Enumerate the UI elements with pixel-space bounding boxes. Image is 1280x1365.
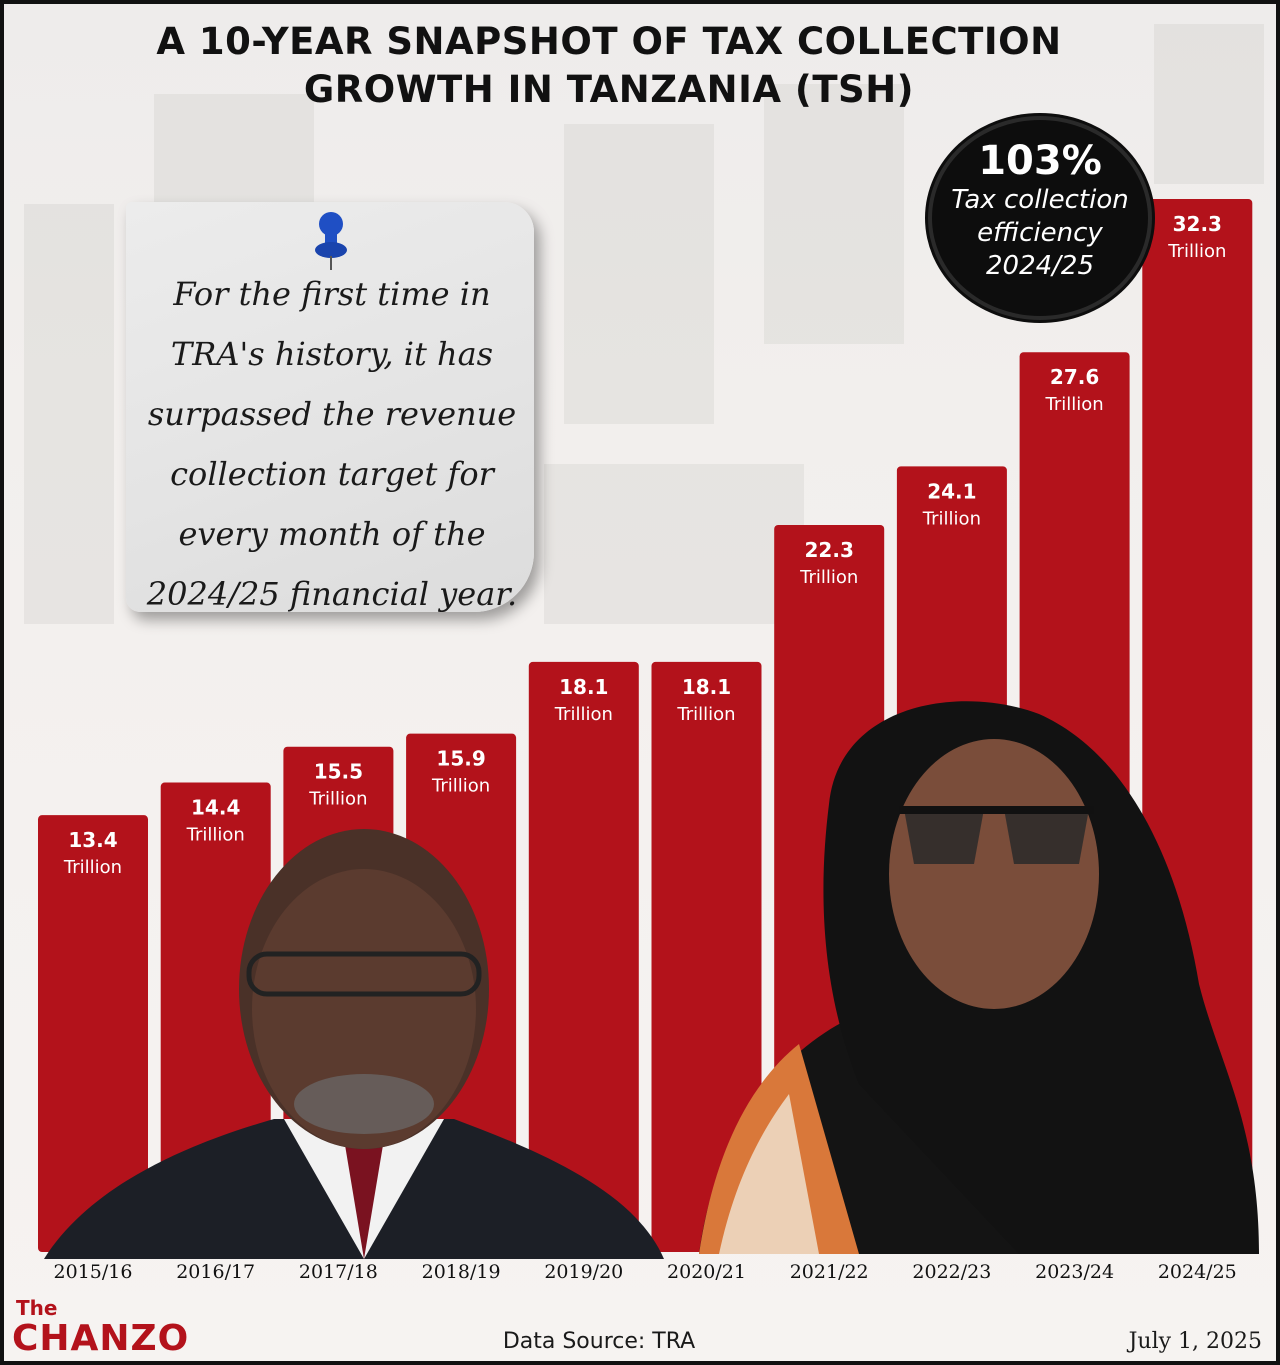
bar-value-label: 32.3 bbox=[1173, 212, 1222, 236]
bar-value-label: 13.4 bbox=[68, 828, 117, 852]
bar-value-label: 18.1 bbox=[559, 675, 608, 699]
background-building bbox=[544, 464, 804, 624]
bar-unit-label: Trillion bbox=[186, 825, 245, 846]
x-tick-label: 2023/24 bbox=[1035, 1261, 1114, 1283]
bar-value-label: 22.3 bbox=[805, 538, 854, 562]
logo-chanzo: CHANZO bbox=[12, 1318, 190, 1359]
bar-unit-label: Trillion bbox=[308, 789, 367, 810]
efficiency-badge: 103% Tax collection efficiency 2024/25 bbox=[932, 120, 1148, 316]
bar-unit-label: Trillion bbox=[554, 704, 613, 725]
background-building bbox=[154, 94, 314, 204]
chart-title: A 10-YEAR SNAPSHOT OF TAX COLLECTION GRO… bbox=[4, 18, 1214, 114]
background-building bbox=[24, 204, 114, 624]
bar-2015-16 bbox=[38, 815, 148, 1252]
x-tick-label: 2015/16 bbox=[54, 1261, 133, 1283]
bar-value-label: 15.9 bbox=[436, 747, 485, 771]
data-source: Data Source: TRA bbox=[502, 1329, 696, 1354]
bar-2020-21 bbox=[651, 661, 762, 1252]
logo-the: The bbox=[16, 1296, 58, 1320]
x-tick-label: 2016/17 bbox=[176, 1261, 255, 1283]
badge-percent: 103% bbox=[978, 138, 1102, 184]
pushpin-icon bbox=[315, 212, 347, 270]
x-tick-label: 2019/20 bbox=[544, 1261, 623, 1283]
bar-unit-label: Trillion bbox=[799, 567, 858, 588]
bar-value-label: 24.1 bbox=[927, 479, 976, 503]
portrait-right bbox=[699, 701, 1259, 1254]
chart-title-line-2: GROWTH IN TANZANIA (TSH) bbox=[303, 68, 915, 111]
sticky-note: For the first time in TRA's history, it … bbox=[126, 202, 534, 613]
background-building bbox=[764, 84, 904, 344]
bar-unit-label: Trillion bbox=[1167, 241, 1226, 262]
x-tick-label: 2020/21 bbox=[667, 1261, 746, 1283]
badge-line-2: efficiency bbox=[977, 218, 1103, 248]
portrait-left bbox=[44, 829, 664, 1259]
bar-value-label: 18.1 bbox=[682, 675, 731, 699]
x-tick-label: 2018/19 bbox=[422, 1261, 501, 1283]
badge-line-3: 2024/25 bbox=[985, 251, 1094, 281]
x-tick-label: 2022/23 bbox=[912, 1261, 991, 1283]
badge-caption: Tax collection efficiency 2024/25 bbox=[932, 184, 1148, 283]
x-tick-label: 2021/22 bbox=[790, 1261, 869, 1283]
bar-value-label: 14.4 bbox=[191, 796, 240, 820]
background-building bbox=[1154, 24, 1264, 184]
x-tick-label: 2024/25 bbox=[1158, 1261, 1237, 1283]
bar-unit-label: Trillion bbox=[676, 704, 735, 725]
bar-value-label: 27.6 bbox=[1050, 365, 1099, 389]
note-text: For the first time in TRA's history, it … bbox=[146, 275, 518, 613]
bar-unit-label: Trillion bbox=[1045, 394, 1104, 415]
badge-line-1: Tax collection bbox=[951, 185, 1129, 215]
chart-title-line-1: A 10-YEAR SNAPSHOT OF TAX COLLECTION bbox=[156, 20, 1062, 63]
background-building bbox=[564, 124, 714, 424]
bar-value-label: 15.5 bbox=[314, 760, 363, 784]
bar-unit-label: Trillion bbox=[922, 508, 981, 529]
bar-unit-label: Trillion bbox=[63, 857, 122, 878]
bar-unit-label: Trillion bbox=[431, 776, 490, 797]
x-tick-label: 2017/18 bbox=[299, 1261, 378, 1283]
publish-date: July 1, 2025 bbox=[1128, 1329, 1262, 1354]
bar-2019-20 bbox=[528, 661, 639, 1252]
